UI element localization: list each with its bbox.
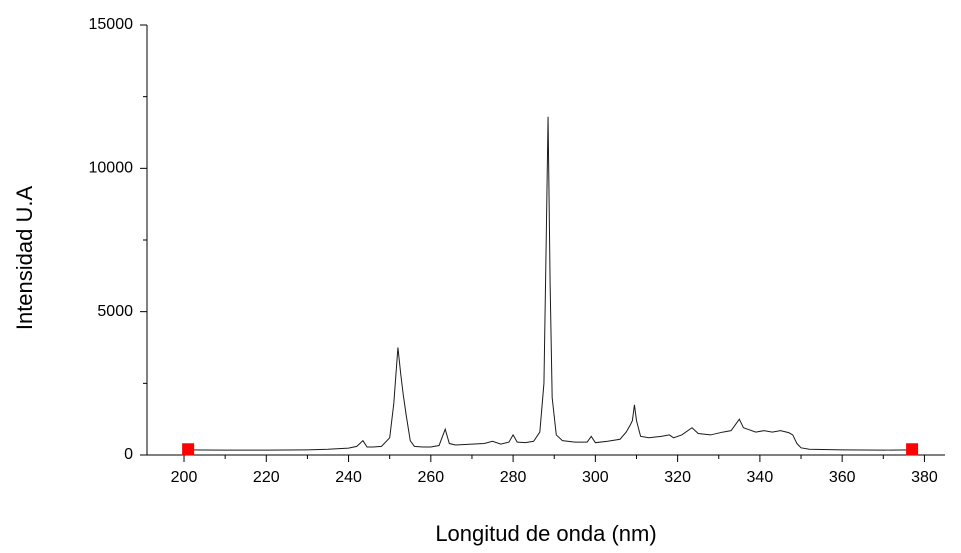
marker [906,443,919,456]
x-tick-label: 240 [335,469,362,486]
x-tick-label: 220 [253,469,280,486]
x-tick-label: 280 [500,469,527,486]
y-tick-label: 5000 [97,303,133,320]
x-tick-label: 260 [417,469,444,486]
x-tick-label: 380 [911,469,938,486]
x-tick-label: 200 [171,469,198,486]
x-tick-label: 360 [829,469,856,486]
y-tick-label: 10000 [89,160,134,177]
x-axis-title: Longitud de onda (nm) [435,521,656,546]
y-axis-title: Intensidad U.A [12,186,37,331]
marker [182,443,195,456]
y-tick-label: 15000 [89,16,134,33]
x-tick-label: 340 [747,469,774,486]
x-tick-label: 320 [664,469,691,486]
spectrum-line [184,116,913,451]
y-tick-label: 0 [124,446,133,463]
x-tick-label: 300 [582,469,609,486]
